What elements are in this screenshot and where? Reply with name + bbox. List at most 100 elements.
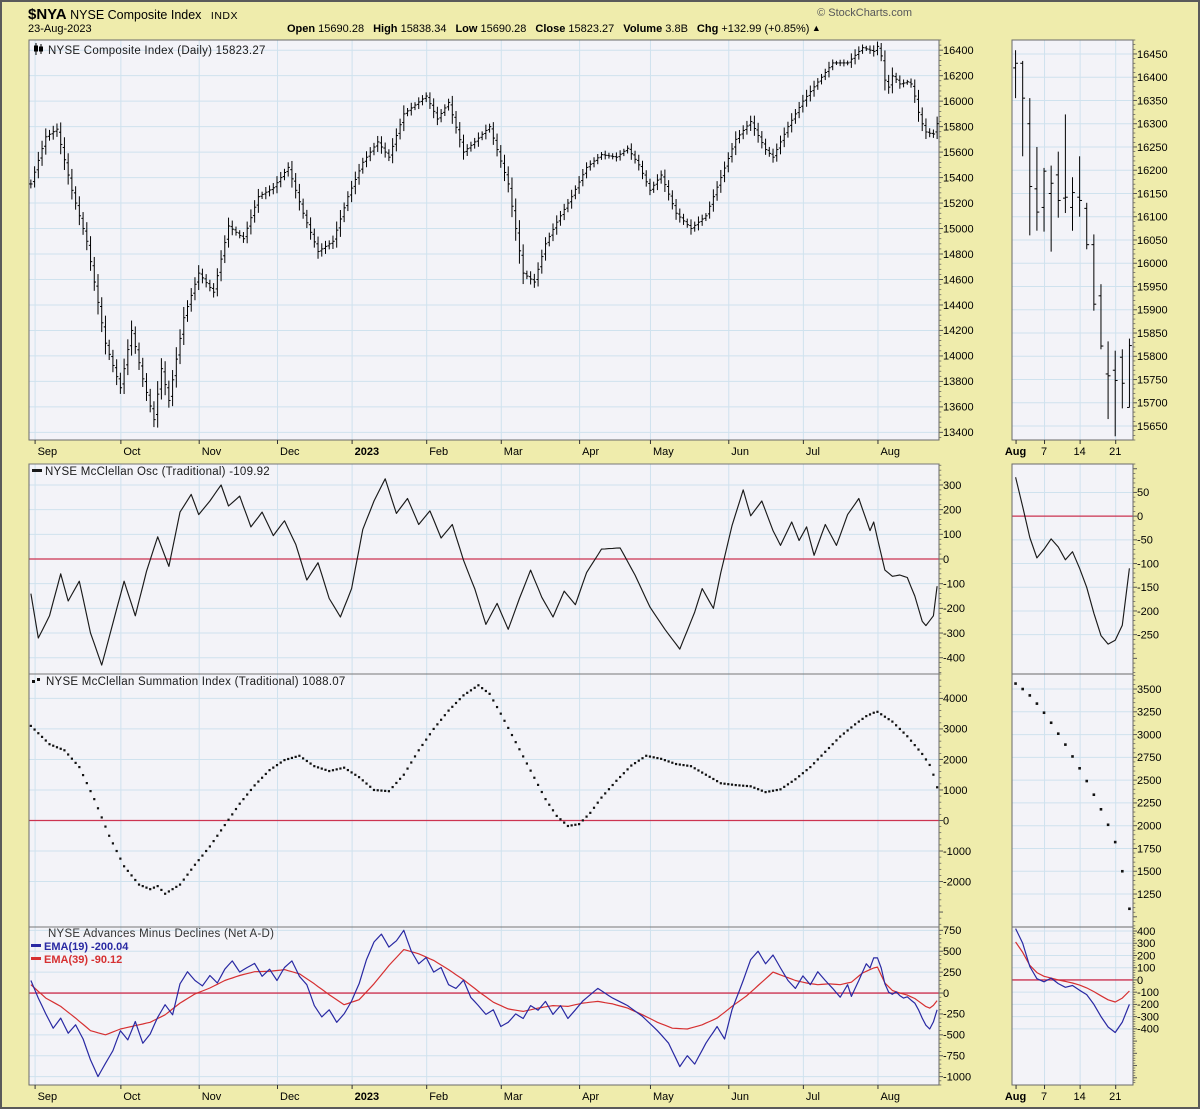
svg-text:-100: -100 bbox=[943, 578, 965, 590]
svg-text:300: 300 bbox=[943, 480, 961, 492]
svg-text:Aug: Aug bbox=[1005, 446, 1026, 458]
svg-text:Oct: Oct bbox=[123, 1091, 140, 1103]
svg-text:-150: -150 bbox=[1137, 582, 1159, 594]
svg-text:May: May bbox=[653, 1091, 674, 1103]
svg-text:7: 7 bbox=[1041, 446, 1047, 458]
svg-text:15700: 15700 bbox=[1137, 398, 1168, 410]
svg-text:16000: 16000 bbox=[1137, 258, 1168, 270]
svg-text:-1000: -1000 bbox=[943, 1071, 971, 1083]
svg-text:-200: -200 bbox=[943, 603, 965, 615]
svg-text:Nov: Nov bbox=[202, 446, 222, 458]
svg-text:16200: 16200 bbox=[943, 70, 974, 82]
svg-text:0: 0 bbox=[943, 815, 949, 827]
svg-text:14600: 14600 bbox=[943, 274, 974, 286]
svg-text:16450: 16450 bbox=[1137, 49, 1168, 61]
svg-text:100: 100 bbox=[1137, 963, 1155, 975]
svg-text:16300: 16300 bbox=[1137, 119, 1168, 131]
svg-text:16400: 16400 bbox=[1137, 72, 1168, 84]
svg-text:500: 500 bbox=[943, 946, 961, 958]
svg-text:-750: -750 bbox=[943, 1051, 965, 1063]
svg-text:Feb: Feb bbox=[429, 446, 448, 458]
svg-text:15650: 15650 bbox=[1137, 421, 1168, 433]
svg-text:1500: 1500 bbox=[1137, 866, 1161, 878]
svg-text:7: 7 bbox=[1041, 1091, 1047, 1103]
svg-text:Jul: Jul bbox=[806, 1091, 820, 1103]
svg-text:50: 50 bbox=[1137, 487, 1149, 499]
svg-text:15200: 15200 bbox=[943, 198, 974, 210]
svg-text:15800: 15800 bbox=[943, 121, 974, 133]
svg-text:Aug: Aug bbox=[1005, 1091, 1026, 1103]
svg-text:3000: 3000 bbox=[1137, 729, 1161, 741]
svg-text:3500: 3500 bbox=[1137, 684, 1161, 696]
svg-text:Jun: Jun bbox=[731, 446, 749, 458]
svg-text:Mar: Mar bbox=[504, 446, 523, 458]
svg-text:2000: 2000 bbox=[1137, 820, 1161, 832]
svg-text:Sep: Sep bbox=[38, 1091, 58, 1103]
svg-text:Aug: Aug bbox=[880, 1091, 900, 1103]
svg-text:-200: -200 bbox=[1137, 606, 1159, 618]
svg-text:15900: 15900 bbox=[1137, 305, 1168, 317]
svg-text:13800: 13800 bbox=[943, 376, 974, 388]
svg-text:Sep: Sep bbox=[38, 446, 58, 458]
svg-text:-2000: -2000 bbox=[943, 876, 971, 888]
svg-text:15750: 15750 bbox=[1137, 374, 1168, 386]
svg-text:2250: 2250 bbox=[1137, 798, 1161, 810]
svg-text:14: 14 bbox=[1073, 446, 1085, 458]
svg-text:2750: 2750 bbox=[1137, 752, 1161, 764]
svg-text:1750: 1750 bbox=[1137, 843, 1161, 855]
svg-text:-400: -400 bbox=[1137, 1024, 1159, 1036]
svg-text:750: 750 bbox=[943, 925, 961, 937]
svg-text:-100: -100 bbox=[1137, 987, 1159, 999]
svg-text:16000: 16000 bbox=[943, 96, 974, 108]
svg-text:-500: -500 bbox=[943, 1030, 965, 1042]
svg-text:0: 0 bbox=[1137, 511, 1143, 523]
svg-text:Mar: Mar bbox=[504, 1091, 523, 1103]
svg-text:0: 0 bbox=[1137, 975, 1143, 987]
svg-text:Jul: Jul bbox=[806, 446, 820, 458]
svg-text:14400: 14400 bbox=[943, 300, 974, 312]
svg-text:200: 200 bbox=[943, 504, 961, 516]
svg-text:0: 0 bbox=[943, 988, 949, 1000]
svg-text:Dec: Dec bbox=[280, 1091, 300, 1103]
svg-text:Dec: Dec bbox=[280, 446, 300, 458]
svg-text:4000: 4000 bbox=[943, 693, 967, 705]
svg-text:1250: 1250 bbox=[1137, 889, 1161, 901]
svg-text:1000: 1000 bbox=[943, 785, 967, 797]
svg-text:14800: 14800 bbox=[943, 249, 974, 261]
svg-text:16400: 16400 bbox=[943, 45, 974, 57]
svg-text:13400: 13400 bbox=[943, 427, 974, 439]
svg-text:3250: 3250 bbox=[1137, 707, 1161, 719]
svg-text:Apr: Apr bbox=[582, 1091, 599, 1103]
svg-text:Nov: Nov bbox=[202, 1091, 222, 1103]
svg-text:Feb: Feb bbox=[429, 1091, 448, 1103]
svg-text:16100: 16100 bbox=[1137, 212, 1168, 224]
svg-text:21: 21 bbox=[1109, 446, 1121, 458]
svg-text:-250: -250 bbox=[943, 1009, 965, 1021]
svg-text:14: 14 bbox=[1073, 1091, 1085, 1103]
svg-text:14000: 14000 bbox=[943, 351, 974, 363]
svg-text:Jun: Jun bbox=[731, 1091, 749, 1103]
svg-text:15850: 15850 bbox=[1137, 328, 1168, 340]
svg-text:21: 21 bbox=[1109, 1091, 1121, 1103]
svg-text:Apr: Apr bbox=[582, 446, 599, 458]
svg-text:16250: 16250 bbox=[1137, 142, 1168, 154]
svg-text:15000: 15000 bbox=[943, 223, 974, 235]
svg-text:15950: 15950 bbox=[1137, 281, 1168, 293]
svg-text:15600: 15600 bbox=[943, 147, 974, 159]
svg-text:May: May bbox=[653, 446, 674, 458]
svg-text:Oct: Oct bbox=[123, 446, 140, 458]
svg-text:15800: 15800 bbox=[1137, 351, 1168, 363]
svg-text:-200: -200 bbox=[1137, 999, 1159, 1011]
svg-text:14200: 14200 bbox=[943, 325, 974, 337]
svg-text:16050: 16050 bbox=[1137, 235, 1168, 247]
svg-text:200: 200 bbox=[1137, 950, 1155, 962]
svg-text:16200: 16200 bbox=[1137, 165, 1168, 177]
svg-text:-400: -400 bbox=[943, 653, 965, 665]
svg-text:3000: 3000 bbox=[943, 724, 967, 736]
svg-text:0: 0 bbox=[943, 554, 949, 566]
svg-text:Aug: Aug bbox=[880, 446, 900, 458]
svg-text:-300: -300 bbox=[1137, 1011, 1159, 1023]
svg-text:13600: 13600 bbox=[943, 402, 974, 414]
